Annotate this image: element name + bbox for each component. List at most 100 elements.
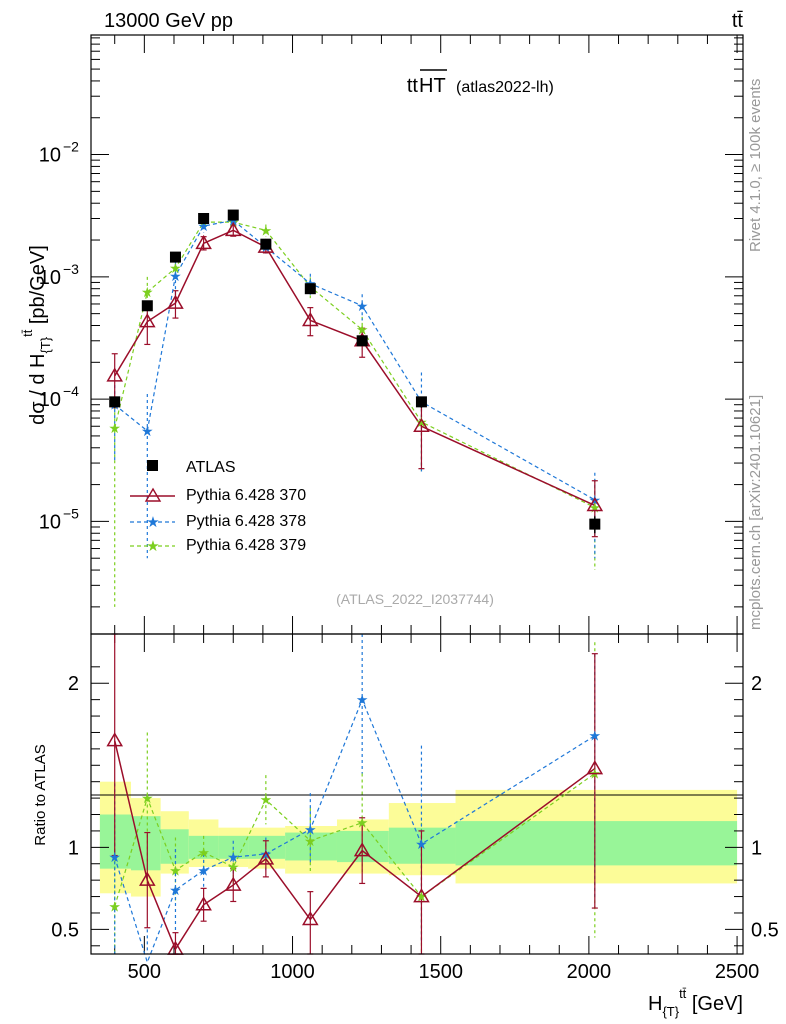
- main-marker-data: [227, 209, 239, 221]
- main-marker-p379: ★: [260, 222, 273, 238]
- main-y-tick-exp: −3: [63, 261, 79, 277]
- ratio-marker-p378: ★: [197, 862, 210, 878]
- y-label-main: dσ / d H: [27, 354, 49, 425]
- ratio-marker-p379: ★: [260, 792, 273, 808]
- ratio-band-inner: [285, 832, 337, 861]
- ratio-y-tick-label-left: 1: [68, 837, 79, 859]
- energy-label: 13000 GeV pp: [104, 10, 233, 32]
- ratio-markers: ★★★★★★★★★★★★★★ ★★★★★: [106, 692, 604, 955]
- ratio-y-tick-label-right: 0.5: [751, 919, 779, 941]
- ratio-marker-p370: [302, 911, 319, 926]
- ratio-panel: ★★★★★★★★★★★★★★ ★★★★★ 0.5 0.5 1 1 2 2 500 1000 15…: [32, 633, 779, 1019]
- ratio-band-inner: [160, 829, 189, 864]
- legend-label-p379: Pythia 6.428 379: [186, 537, 306, 554]
- main-marker-p370: [413, 417, 430, 432]
- main-marker-p370: [586, 496, 604, 512]
- ratio-marker-p378: ★: [227, 849, 240, 865]
- ratio-band-inner: [131, 816, 161, 871]
- rivet-version-label: Rivet 4.1.0, ≥ 100k events: [747, 79, 764, 252]
- ratio-y-tick-label-left: 2: [68, 673, 79, 695]
- main-marker-data: [109, 396, 121, 408]
- legend-label-p370: Pythia 6.428 370: [186, 487, 306, 504]
- main-panel: ★★★★★★★★★★★★★★★★★★★★ 10−210−310−410−5 tt…: [20, 34, 744, 635]
- ratio-marker-p370: [257, 850, 275, 865]
- x-tick-label: 2000: [567, 961, 612, 983]
- ratio-uncertainty-bands: [99, 781, 738, 897]
- main-marker-data: [589, 518, 601, 530]
- main-marker-p370: [167, 294, 184, 309]
- main-markers: ★★★★★★★★★★★★★★★★★★★★: [106, 209, 604, 530]
- ratio-marker-p370: [224, 876, 242, 891]
- main-marker-p370: [106, 367, 124, 382]
- main-y-tick-label: 10: [39, 511, 61, 533]
- legend-marker-p378: ★: [146, 514, 159, 531]
- legend-marker-p379: ★: [146, 538, 159, 555]
- ratio-y-tick-labels: 0.5 0.5 1 1 2 2: [51, 673, 779, 941]
- y-label-unit: [pb/GeV]: [27, 245, 49, 330]
- main-marker-p370: [302, 311, 319, 327]
- ratio-marker-p379: ★: [108, 898, 121, 914]
- ratio-marker-p379: ★: [197, 844, 210, 860]
- ratio-marker-p378: ★: [108, 849, 121, 865]
- ratio-marker-p370: [413, 888, 430, 903]
- x-label-unit: [GeV]: [686, 993, 743, 1015]
- main-series-lines: [114, 219, 596, 509]
- ratio-band-inner: [248, 835, 286, 859]
- ratio-marker-p378: ★: [415, 836, 428, 852]
- ratio-marker-p378: ★: [169, 882, 182, 898]
- chart-title-tag: (atlas2022-lh): [456, 79, 554, 96]
- ratio-marker-p379: ★: [169, 862, 182, 878]
- main-marker-p379: ★: [108, 420, 121, 436]
- ratio-marker-p379: ★: [415, 889, 428, 905]
- ratio-y-tick-label-left: 0.5: [51, 919, 79, 941]
- svg-text:dσ / d H{T}tt̄ [pb/GeV]: dσ / d H{T}tt̄ [pb/GeV]: [20, 245, 53, 425]
- main-y-tick-label: 10: [39, 145, 61, 167]
- main-marker-data: [356, 335, 368, 347]
- main-y-tick-exp: −4: [63, 383, 79, 399]
- ratio-marker-p370: [353, 842, 371, 857]
- ratio-y-tick-label-right: 2: [751, 673, 762, 695]
- ratio-marker-p379: ★: [356, 815, 369, 831]
- ratio-marker-p378: ★: [356, 692, 369, 708]
- main-marker-p379: ★: [141, 284, 154, 300]
- main-line-p370: [114, 229, 596, 507]
- legend-marker-p370: [144, 487, 162, 502]
- ratio-marker-p379: ★: [141, 790, 154, 806]
- main-y-tick-label: 10: [39, 267, 61, 289]
- x-tick-label: 500: [128, 961, 161, 983]
- ratio-marker-p370: [195, 896, 212, 911]
- ratio-marker-p378: ★: [304, 821, 317, 837]
- main-axis-ticks: [91, 35, 743, 634]
- main-marker-data: [304, 283, 316, 295]
- ratio-band-inner: [336, 830, 389, 863]
- legend: ATLAS Pythia 6.428 370 ★ Pythia 6.428 37…: [130, 459, 306, 555]
- main-marker-data: [415, 396, 427, 408]
- main-y-tick-exp: −2: [63, 139, 79, 155]
- legend-label-atlas: ATLAS: [186, 459, 236, 476]
- x-tick-label: 2500: [715, 961, 760, 983]
- main-marker-data: [169, 251, 181, 263]
- main-marker-p378: ★: [169, 268, 182, 284]
- main-marker-p370: [224, 221, 242, 237]
- main-y-tick-label: 10: [39, 389, 61, 411]
- ratio-y-tick-label-right: 1: [751, 837, 762, 859]
- main-error-bars: [111, 211, 598, 607]
- analysis-id: (ATLAS_2022_I2037744): [336, 591, 494, 607]
- ratio-band-inner: [388, 827, 456, 864]
- main-marker-p370: [195, 234, 212, 250]
- x-label-sup: tt̄: [679, 986, 687, 1001]
- ratio-marker-p379: ★: [227, 859, 240, 875]
- ratio-marker-p370: [139, 871, 156, 886]
- ratio-axis-ticks: [91, 634, 743, 954]
- y-label-sup: tt̄: [20, 329, 35, 337]
- x-tick-label: 1500: [418, 961, 463, 983]
- main-marker-p379: ★: [169, 260, 182, 276]
- main-marker-data: [198, 212, 210, 224]
- main-marker-p370: [139, 313, 156, 328]
- main-marker-p378: ★: [141, 423, 154, 439]
- ratio-series-lines: [113, 698, 596, 965]
- chart-title-main: tt: [407, 75, 419, 97]
- ratio-marker-p370: [586, 760, 604, 775]
- ratio-band-inner: [455, 821, 738, 866]
